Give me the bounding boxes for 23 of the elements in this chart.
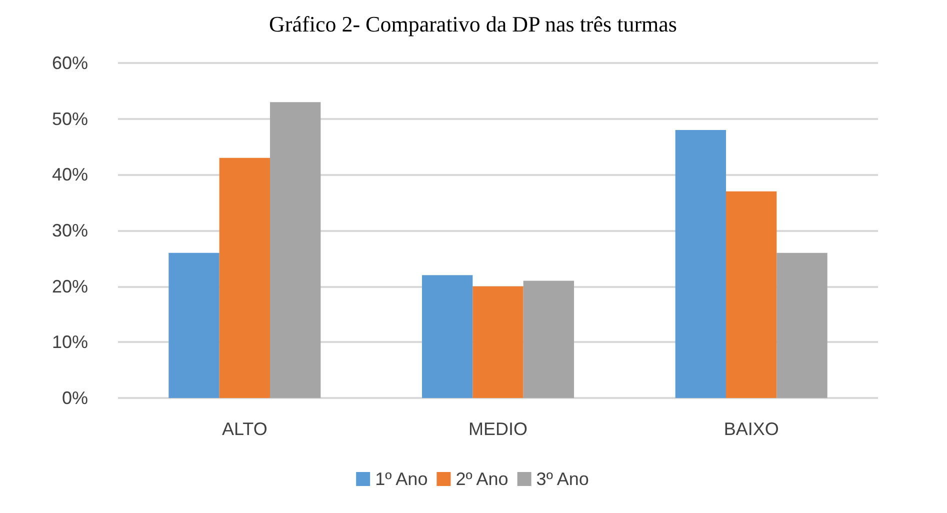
y-tick-label: 50% bbox=[52, 108, 88, 129]
bar bbox=[472, 286, 524, 398]
bar bbox=[675, 130, 726, 398]
x-tick-label: BAIXO bbox=[724, 419, 779, 439]
y-tick-label: 20% bbox=[52, 276, 88, 296]
x-tick-label: ALTO bbox=[222, 419, 268, 439]
legend-label: 1º Ano bbox=[375, 469, 428, 489]
legend-label: 3º Ano bbox=[536, 469, 589, 489]
y-tick-label: 30% bbox=[52, 220, 88, 240]
bar bbox=[422, 275, 473, 398]
bar bbox=[219, 158, 270, 398]
bar bbox=[523, 280, 574, 398]
y-tick-label: 40% bbox=[52, 164, 88, 185]
legend-label: 2º Ano bbox=[456, 469, 508, 489]
bar bbox=[168, 252, 220, 398]
y-tick-label: 60% bbox=[52, 53, 88, 73]
x-tick-label: MEDIO bbox=[468, 419, 528, 439]
y-tick-label: 0% bbox=[62, 388, 88, 408]
bar bbox=[270, 102, 321, 398]
bar bbox=[776, 252, 828, 398]
y-tick-label: 10% bbox=[52, 332, 88, 352]
chart-title: Gráfico 2- Comparativo da DP nas três turmas bbox=[269, 12, 677, 36]
bar bbox=[726, 191, 777, 398]
